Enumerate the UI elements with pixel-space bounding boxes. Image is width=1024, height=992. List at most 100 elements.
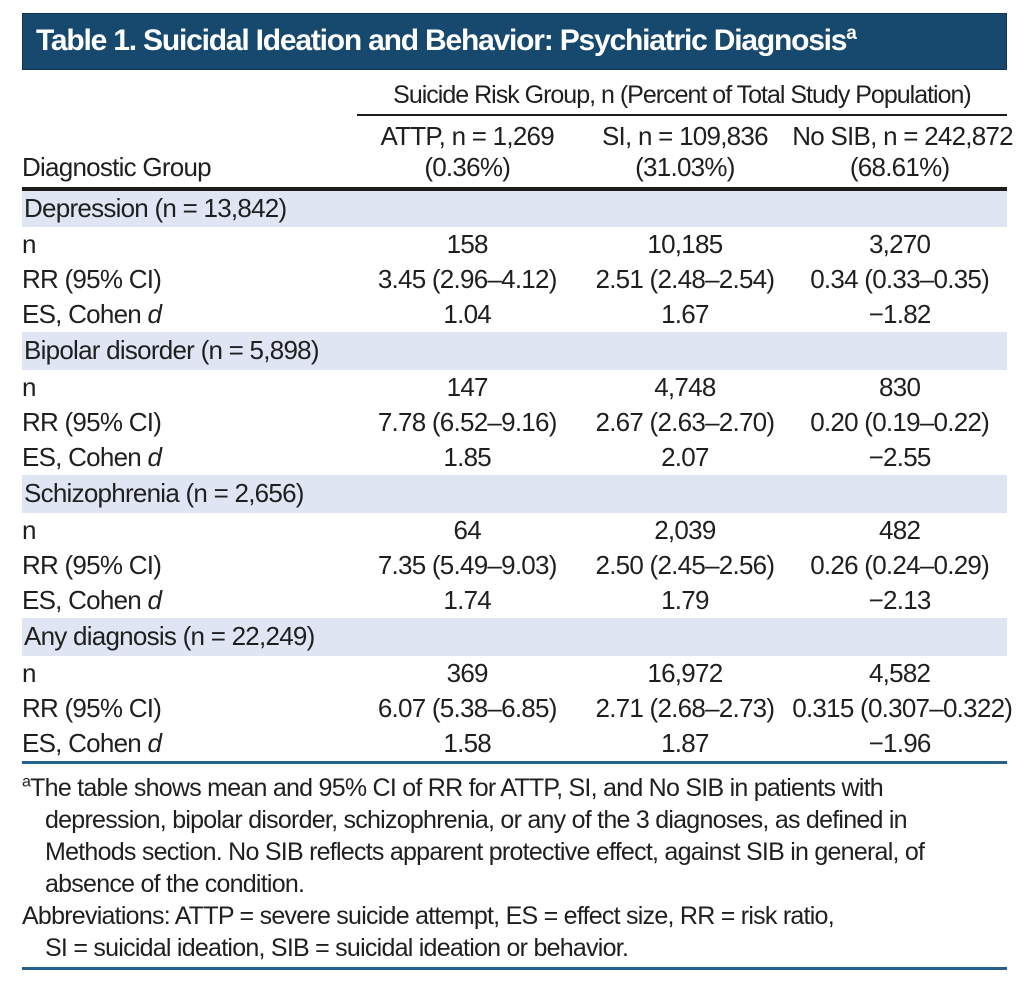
data-cell: −1.96 — [792, 726, 1007, 764]
data-cell: 4,582 — [868, 658, 931, 688]
data-table: Suicide Risk Group, n (Percent of Total … — [22, 80, 1014, 764]
data-cell: 1.67 — [661, 299, 709, 329]
footnote-marker: a — [22, 773, 31, 791]
data-cell: 482 — [879, 515, 921, 545]
data-cell: 1.58 — [356, 726, 578, 764]
data-cell: 3.45 (2.96–4.12) — [377, 264, 558, 294]
data-cell: 147 — [446, 372, 489, 402]
data-cell: 830 — [879, 372, 921, 402]
table-row: RR (95% CI) 7.78 (6.52–9.16) 2.67 (2.63–… — [22, 405, 1007, 440]
column-spanner-header: Suicide Risk Group, n (Percent of Total … — [356, 80, 1007, 116]
table-row: RR (95% CI) 7.35 (5.49–9.03) 2.50 (2.45–… — [22, 548, 1007, 583]
column-header-line2: (68.61%) — [849, 152, 950, 182]
column-header-line2: (0.36%) — [424, 152, 511, 182]
data-cell: 6.07 (5.38–6.85) — [377, 693, 558, 723]
data-cell: 16,972 — [647, 658, 723, 688]
footnote-line: aThe table shows mean and 95% CI of RR f… — [22, 772, 1007, 804]
table-row: n 147 4,748 830 — [22, 370, 1007, 405]
section-header: Any diagnosis (n = 22,249) — [22, 618, 1007, 656]
abbreviations-line: SI = suicidal ideation, SIB = suicidal i… — [45, 934, 629, 962]
data-cell: −1.82 — [868, 299, 932, 329]
data-cell: 0.20 (0.19–0.22) — [810, 407, 990, 437]
row-label-header: Diagnostic Group — [22, 115, 357, 191]
row-label-text: ES, Cohen — [22, 442, 148, 472]
column-header-no-sib: No SIB, n = 242,872 (68.61%) — [792, 115, 1014, 191]
column-header-si: SI, n = 109,836 (31.03%) — [577, 115, 793, 191]
section-header-row-depression: Depression (n = 13,842) — [22, 189, 1007, 227]
row-label-italic: d — [147, 442, 162, 472]
section-header-row-bipolar: Bipolar disorder (n = 5,898) — [22, 332, 1007, 370]
row-label-italic: d — [147, 585, 162, 615]
data-cell: 0.26 (0.24–0.29) — [810, 550, 990, 580]
section-header-row-schizophrenia: Schizophrenia (n = 2,656) — [22, 475, 1007, 513]
column-header-row: Diagnostic Group ATTP, n = 1,269 (0.36%)… — [22, 115, 1014, 191]
data-cell: 7.35 (5.49–9.03) — [377, 550, 558, 580]
row-label: n — [22, 372, 36, 402]
data-cell: 0.315 (0.307–0.322) — [792, 693, 1013, 723]
section-header: Bipolar disorder (n = 5,898) — [22, 332, 1007, 370]
footnote-line: Methods section. No SIB reflects apparen… — [45, 838, 925, 866]
spanner-row: Suicide Risk Group, n (Percent of Total … — [22, 80, 1007, 116]
corner-cell — [22, 80, 357, 115]
column-header-attp: ATTP, n = 1,269 (0.36%) — [356, 115, 578, 191]
data-cell: −2.55 — [868, 442, 932, 472]
data-cell: 3,270 — [868, 229, 931, 259]
data-cell: 1.87 — [577, 726, 793, 764]
data-cell: 1.74 — [443, 585, 492, 615]
row-label: n — [22, 229, 36, 259]
table-row: ES, Cohen d 1.58 1.87 −1.96 — [22, 726, 1007, 764]
table-title: Table 1. Suicidal Ideation and Behavior:… — [36, 24, 847, 57]
data-cell: 2.07 — [661, 442, 709, 472]
footnote-line: depression, bipolar disorder, schizophre… — [45, 806, 908, 834]
footnote-text: The table shows mean and 95% CI of RR fo… — [30, 774, 884, 802]
table-row: ES, Cohen d 1.04 1.67 −1.82 — [22, 297, 1007, 332]
data-cell: 2.51 (2.48–2.54) — [595, 264, 775, 294]
row-label: n — [22, 658, 36, 688]
table-row: n 158 10,185 3,270 — [22, 227, 1007, 262]
data-cell: 1.79 — [661, 585, 709, 615]
data-cell: 10,185 — [647, 229, 723, 259]
column-header-line1: ATTP, n = 1,269 — [380, 121, 554, 151]
data-cell: 1.85 — [443, 442, 492, 472]
data-cell: 158 — [446, 229, 489, 259]
data-cell: 2,039 — [654, 515, 716, 545]
row-label: RR (95% CI) — [22, 693, 162, 723]
row-label-text: ES, Cohen — [22, 728, 148, 758]
table-title-bar: Table 1. Suicidal Ideation and Behavior:… — [22, 13, 1007, 70]
row-label-text: ES, Cohen — [22, 585, 148, 615]
data-cell: 1.04 — [443, 299, 492, 329]
column-header-line2: (31.03%) — [635, 152, 735, 182]
table-footnotes: aThe table shows mean and 95% CI of RR f… — [22, 772, 1007, 970]
table-row: ES, Cohen d 1.74 1.79 −2.13 — [22, 583, 1007, 618]
data-cell: 64 — [453, 515, 482, 545]
row-label: ES, Cohen d — [22, 726, 357, 764]
title-footnote-marker: a — [846, 23, 857, 44]
footnote-line: absence of the condition. — [45, 870, 305, 898]
column-header-line1: No SIB, n = 242,872 — [792, 121, 1013, 151]
data-cell: 2.67 (2.63–2.70) — [595, 407, 775, 437]
section-header: Schizophrenia (n = 2,656) — [22, 475, 1007, 513]
column-header-line1: SI, n = 109,836 — [601, 121, 769, 151]
row-label: n — [22, 515, 36, 545]
table-row: ES, Cohen d 1.85 2.07 −2.55 — [22, 440, 1007, 475]
data-cell: 4,748 — [654, 372, 716, 402]
data-cell: 7.78 (6.52–9.16) — [377, 407, 558, 437]
data-cell: 0.34 (0.33–0.35) — [810, 264, 990, 294]
data-cell: 2.50 (2.45–2.56) — [595, 550, 775, 580]
row-label: ES, Cohen d — [22, 583, 357, 618]
row-label-italic: d — [147, 299, 162, 329]
row-label-text: ES, Cohen — [22, 299, 148, 329]
row-label: ES, Cohen d — [22, 297, 357, 332]
row-label-italic: d — [147, 728, 162, 758]
table-row: n 64 2,039 482 — [22, 513, 1007, 548]
data-cell: 2.71 (2.68–2.73) — [595, 693, 775, 723]
section-header: Depression (n = 13,842) — [22, 189, 1007, 227]
row-label: RR (95% CI) — [22, 264, 162, 294]
row-label: RR (95% CI) — [22, 550, 162, 580]
abbreviations-line: Abbreviations: ATTP = severe suicide att… — [22, 902, 835, 930]
section-header-row-any-diagnosis: Any diagnosis (n = 22,249) — [22, 618, 1007, 656]
table-row: RR (95% CI) 3.45 (2.96–4.12) 2.51 (2.48–… — [22, 262, 1007, 297]
data-cell: −2.13 — [868, 585, 932, 615]
row-label: RR (95% CI) — [22, 407, 162, 437]
